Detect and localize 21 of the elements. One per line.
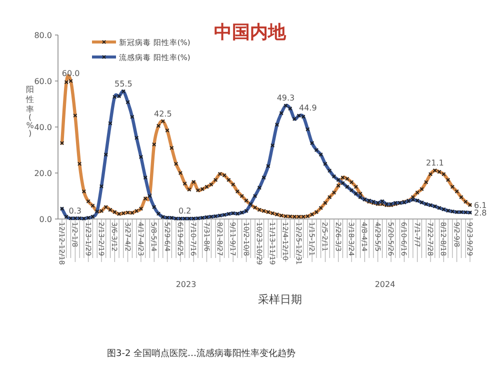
data-label: 0.2	[178, 206, 192, 216]
data-label: 55.5	[114, 79, 132, 88]
y-tick-label: 80.0	[34, 31, 52, 40]
data-label: 0.3	[68, 206, 82, 216]
x-axis-title: 采样日期	[258, 293, 302, 306]
data-label: 44.9	[298, 104, 317, 113]
y-tick-label: 40.0	[34, 123, 52, 132]
y-tick-label: 0.0	[39, 215, 52, 224]
data-label: 42.5	[154, 109, 172, 118]
data-label: 6.1	[474, 200, 487, 210]
text: 2024	[374, 280, 396, 289]
data-label: 60.0	[62, 69, 80, 78]
data-label: 49.3	[276, 94, 295, 103]
caption: 图3-2 全国哨点医院…流感病毒阳性率变化趋势	[107, 348, 296, 359]
y-axis-title: 阳性率(%)	[25, 85, 34, 138]
text: 2023	[176, 280, 196, 289]
y-tick-label: 60.0	[34, 77, 52, 86]
data-label: 2.8	[474, 208, 487, 218]
data-label: 21.1	[426, 158, 444, 168]
y-tick-label: 20.0	[34, 169, 52, 178]
chart-title: 中国内地	[214, 22, 287, 43]
